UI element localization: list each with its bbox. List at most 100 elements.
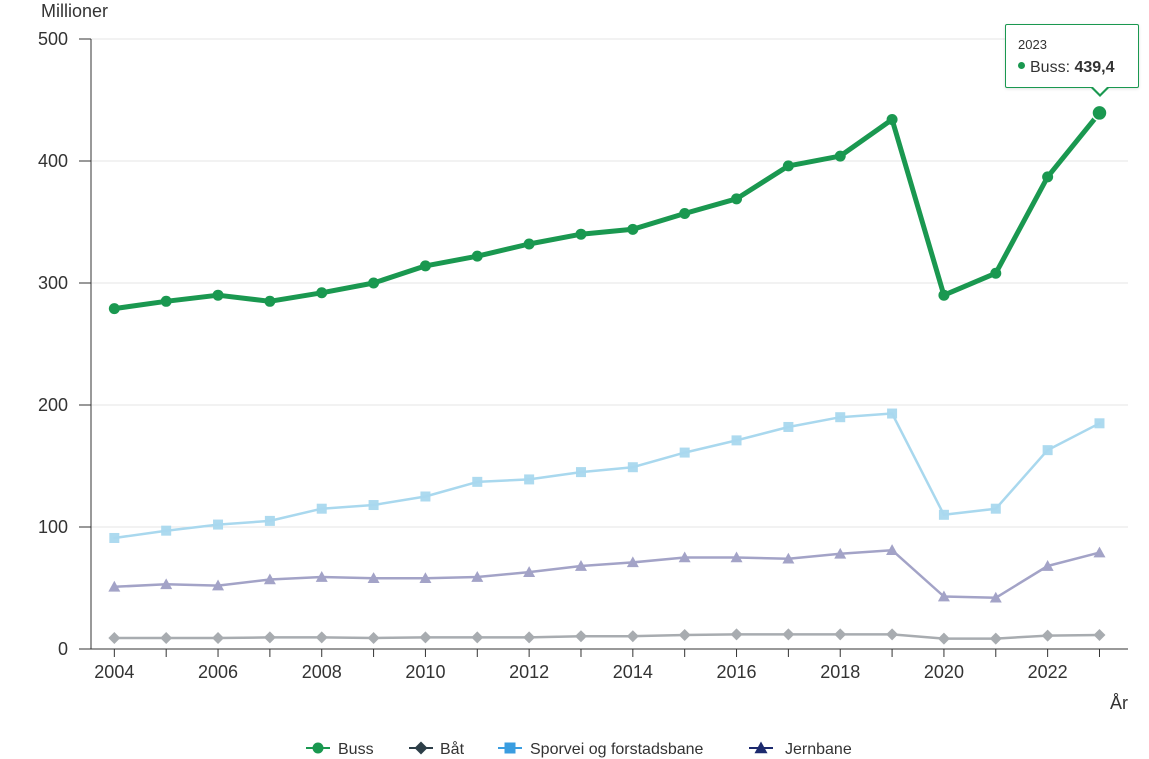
legend-item: Buss [306, 741, 374, 758]
y-tick-label: 500 [38, 29, 68, 49]
x-tick-label: 2014 [613, 662, 653, 682]
data-point [731, 435, 742, 446]
x-tick-label: 2018 [820, 662, 860, 682]
series-sporvei-og-forstadsbane [109, 408, 1105, 543]
data-point [679, 447, 690, 458]
tooltip-arrow-fill [1092, 86, 1108, 94]
data-point [264, 295, 276, 307]
series-båt [108, 628, 1106, 645]
data-point [212, 289, 224, 301]
data-point [523, 631, 536, 644]
data-point [575, 467, 586, 478]
data-point [834, 547, 847, 559]
x-tick-label: 2010 [405, 662, 445, 682]
y-tick-label: 400 [38, 151, 68, 171]
data-point [523, 566, 536, 577]
data-point [938, 289, 950, 301]
data-point [834, 628, 847, 641]
data-point [626, 630, 639, 643]
legend-marker [754, 741, 768, 754]
x-tick-label: 2004 [94, 662, 134, 682]
data-point [471, 571, 484, 582]
data-point [1094, 418, 1105, 429]
data-point [108, 303, 120, 315]
data-point [213, 519, 224, 530]
data-point [419, 260, 431, 272]
data-tooltip: 2023 Buss: 439,4 [1005, 24, 1139, 97]
data-point [886, 114, 898, 126]
series-line [111, 110, 1102, 312]
data-point [263, 631, 276, 644]
data-point [886, 544, 899, 555]
data-point [472, 476, 483, 487]
data-point [730, 628, 743, 641]
data-point [678, 551, 691, 563]
x-axis-title: År [1110, 693, 1128, 713]
data-point [368, 500, 379, 511]
y-tick-label: 200 [38, 395, 68, 415]
data-point [160, 295, 172, 307]
data-point [574, 630, 587, 643]
data-point [315, 631, 328, 644]
legend-label: Båt [440, 740, 465, 758]
data-point [108, 580, 121, 592]
data-point [316, 287, 328, 299]
legend-marker [504, 742, 516, 754]
series-line [113, 412, 1101, 540]
x-tick-label: 2012 [509, 662, 549, 682]
legend-label: Sporvei og forstadsbane [530, 741, 704, 758]
data-point [419, 631, 432, 644]
tooltip-row: Buss: 439,4 [1018, 59, 1115, 77]
data-point [109, 532, 120, 543]
data-point [575, 228, 587, 240]
gridlines [91, 38, 1128, 528]
tooltip-value: 439,4 [1074, 59, 1115, 76]
data-point [626, 556, 639, 568]
data-point [367, 572, 380, 584]
data-point [212, 579, 225, 591]
data-point [678, 628, 691, 641]
data-point [367, 632, 380, 645]
axes: 0 100 200 300 400 500 2004 2006 2008 2010 2012 2014… [38, 29, 1128, 682]
data-point [264, 515, 275, 526]
data-point [1093, 546, 1106, 558]
legend-item: Jernbane [749, 741, 852, 758]
legend-marker [414, 741, 428, 755]
data-point [835, 412, 846, 423]
data-point [989, 632, 1002, 645]
legend-label: Jernbane [785, 741, 852, 758]
x-tick-label: 2016 [717, 662, 757, 682]
legend-item: Båt [409, 740, 465, 758]
data-point [1093, 628, 1106, 641]
data-point [990, 503, 1001, 514]
data-point [834, 150, 846, 162]
data-point [315, 571, 328, 582]
series-line [113, 633, 1101, 640]
data-point [1041, 560, 1054, 571]
data-point [1091, 104, 1108, 122]
legend: Buss Båt Sporvei og forstadsbane Jernbane [306, 740, 852, 758]
data-point [420, 491, 431, 502]
data-point [160, 632, 173, 645]
data-point [419, 572, 432, 584]
data-point [990, 267, 1002, 279]
series-group [108, 104, 1108, 645]
data-point [368, 277, 380, 289]
data-point [1042, 171, 1054, 183]
data-point [731, 193, 743, 205]
data-point [524, 474, 535, 485]
legend-marker [312, 742, 324, 754]
data-point [627, 223, 639, 235]
data-point [627, 462, 638, 473]
x-tick-label: 2020 [924, 662, 964, 682]
x-tick-label: 2022 [1028, 662, 1068, 682]
y-axis-title: Millioner [41, 1, 108, 21]
data-point [679, 207, 691, 219]
data-point [1041, 629, 1054, 642]
data-point [212, 632, 225, 645]
legend-label: Buss [338, 741, 374, 758]
data-point [263, 573, 276, 585]
data-point [1042, 445, 1053, 456]
data-point [937, 590, 950, 602]
